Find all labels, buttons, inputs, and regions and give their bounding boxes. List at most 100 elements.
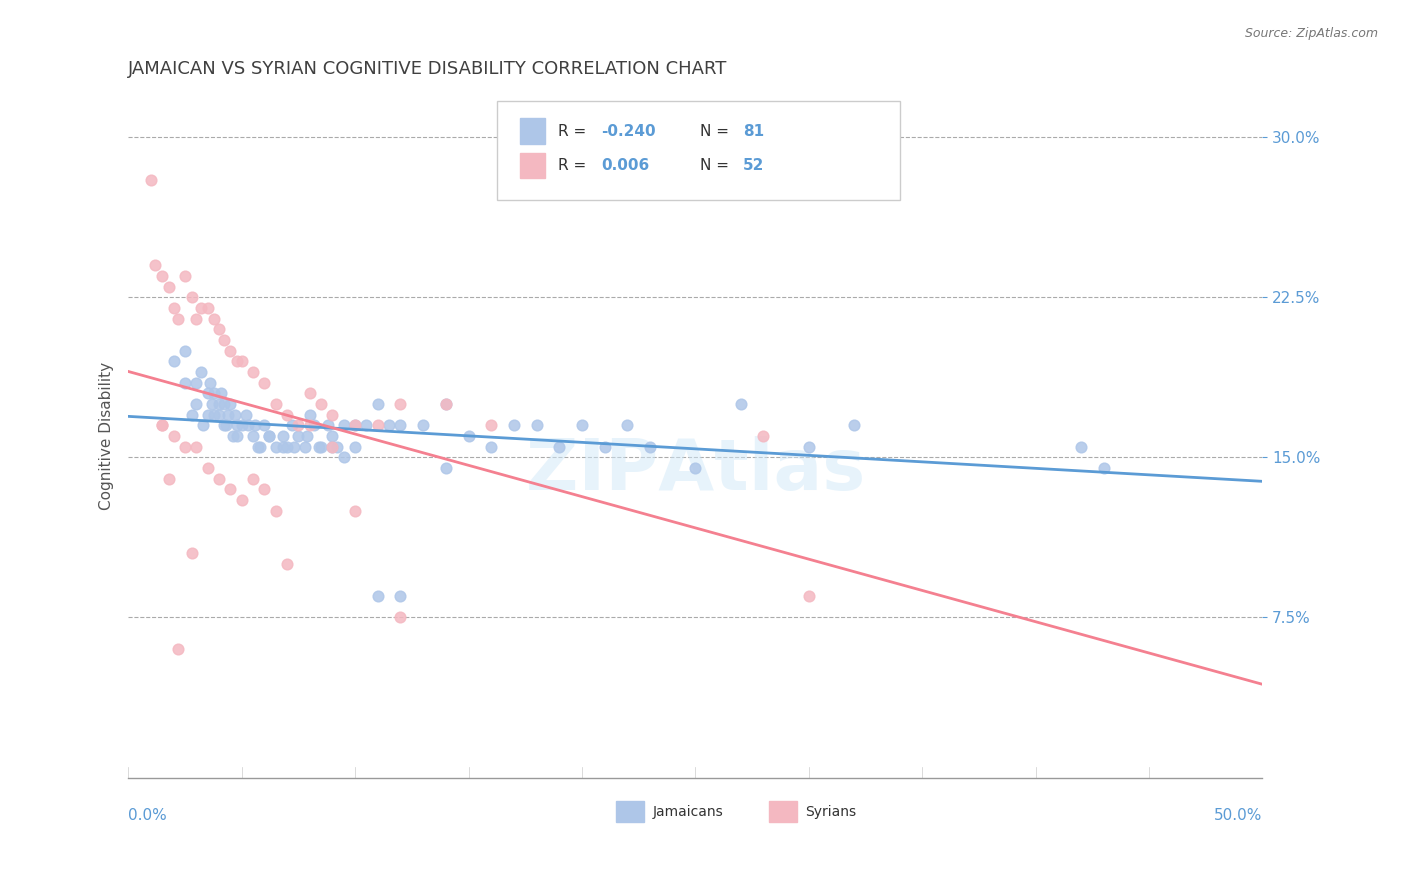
Point xyxy=(180,408,202,422)
Point xyxy=(162,354,184,368)
Point xyxy=(332,418,354,433)
Point xyxy=(242,429,264,443)
Point xyxy=(219,343,242,358)
Point xyxy=(167,311,190,326)
Point xyxy=(145,258,167,272)
Point xyxy=(215,418,238,433)
Point xyxy=(502,418,524,433)
Point xyxy=(208,322,231,336)
Point xyxy=(298,386,321,401)
Point xyxy=(344,440,367,454)
Point xyxy=(150,268,173,283)
Text: Source: ZipAtlas.com: Source: ZipAtlas.com xyxy=(1244,27,1378,40)
Point xyxy=(212,333,235,347)
Point xyxy=(219,483,242,497)
Point xyxy=(367,589,389,603)
Point xyxy=(479,440,502,454)
Y-axis label: Cognitive Disability: Cognitive Disability xyxy=(100,362,114,510)
Point xyxy=(180,546,202,560)
Point xyxy=(264,440,287,454)
Text: N =: N = xyxy=(700,124,734,139)
Text: R =: R = xyxy=(558,158,592,173)
Point xyxy=(638,440,661,454)
Point xyxy=(212,397,235,411)
Point xyxy=(389,589,412,603)
Point xyxy=(1092,461,1115,475)
Point xyxy=(412,418,434,433)
Point xyxy=(198,376,221,390)
Point xyxy=(197,461,219,475)
Point xyxy=(209,386,232,401)
FancyBboxPatch shape xyxy=(616,802,644,822)
Point xyxy=(276,557,298,571)
Point xyxy=(204,408,226,422)
Point xyxy=(226,429,249,443)
Point xyxy=(150,418,173,433)
Point xyxy=(190,365,212,379)
Point xyxy=(367,397,389,411)
Point xyxy=(257,429,280,443)
Point xyxy=(571,418,593,433)
Point xyxy=(157,472,180,486)
Text: -0.240: -0.240 xyxy=(602,124,655,139)
Point xyxy=(197,301,219,315)
Point xyxy=(191,418,214,433)
Point xyxy=(321,408,343,422)
Point xyxy=(221,429,243,443)
Point xyxy=(1070,440,1092,454)
Point xyxy=(197,408,219,422)
Point xyxy=(294,440,316,454)
Point xyxy=(276,440,298,454)
Point xyxy=(197,386,219,401)
Text: 0.0%: 0.0% xyxy=(128,808,167,823)
Point xyxy=(249,440,271,454)
Point xyxy=(367,418,389,433)
Point xyxy=(321,440,343,454)
Point xyxy=(180,290,202,304)
Point xyxy=(264,397,287,411)
Point xyxy=(162,429,184,443)
Point xyxy=(201,397,224,411)
Point xyxy=(308,440,330,454)
Point xyxy=(309,397,332,411)
FancyBboxPatch shape xyxy=(520,119,544,145)
Point xyxy=(457,429,479,443)
Point xyxy=(257,429,280,443)
FancyBboxPatch shape xyxy=(769,802,797,822)
Point xyxy=(224,408,246,422)
FancyBboxPatch shape xyxy=(520,153,544,178)
Point xyxy=(271,440,294,454)
FancyBboxPatch shape xyxy=(496,102,900,201)
Point xyxy=(276,408,298,422)
Point xyxy=(378,418,401,433)
Point xyxy=(332,450,354,465)
Point xyxy=(231,354,253,368)
Point xyxy=(174,376,197,390)
Point xyxy=(434,397,457,411)
Point xyxy=(174,440,197,454)
Text: 52: 52 xyxy=(742,158,765,173)
Point xyxy=(253,376,276,390)
Text: R =: R = xyxy=(558,124,592,139)
Point xyxy=(309,440,332,454)
Point xyxy=(616,418,638,433)
Point xyxy=(730,397,752,411)
Point xyxy=(190,301,212,315)
Point xyxy=(139,173,162,187)
Point xyxy=(321,440,343,454)
Text: Jamaicans: Jamaicans xyxy=(652,805,723,819)
Text: 0.006: 0.006 xyxy=(602,158,650,173)
Point xyxy=(186,376,208,390)
Point xyxy=(434,397,457,411)
Point xyxy=(297,429,319,443)
Point xyxy=(389,397,412,411)
Point xyxy=(797,589,820,603)
Point xyxy=(287,418,309,433)
Point xyxy=(217,408,239,422)
Point xyxy=(174,268,197,283)
Point xyxy=(235,408,257,422)
Point xyxy=(548,440,571,454)
Point xyxy=(298,418,321,433)
Point xyxy=(264,504,287,518)
Point xyxy=(344,418,367,433)
